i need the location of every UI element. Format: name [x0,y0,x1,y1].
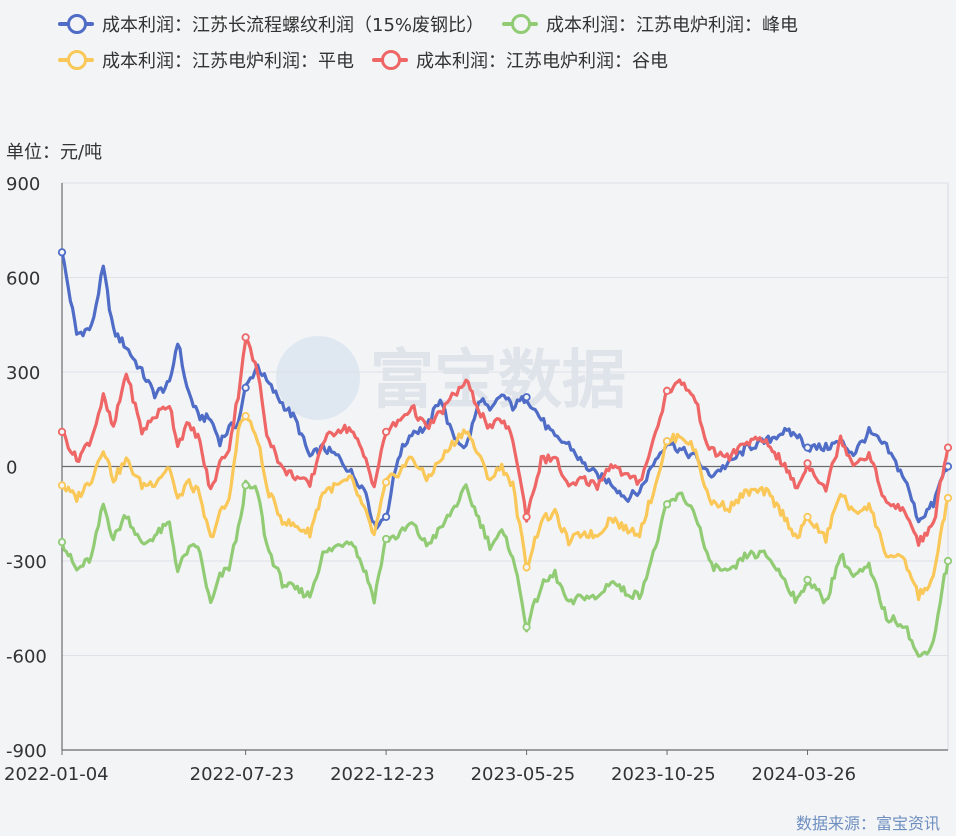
y-tick-label: 900 [6,174,40,195]
legend-marker-valley [372,50,408,70]
unit-label: 单位：元/吨 [6,142,103,163]
legend-row-1: 成本利润：江苏长流程螺纹利润（15%废钢比） 成本利润：江苏电炉利润：峰电 [58,6,938,42]
x-tick-label: 2024-03-26 [752,764,857,785]
axes: -900 -600 -300 0 300 600 900 2022-01-04 2022-07-… [4,174,948,785]
series-point-3 [382,427,391,436]
series-point-0 [382,512,391,522]
series-point-1 [382,534,391,544]
source-label: 数据来源：富宝资讯 [795,814,940,833]
watermark: 富宝数据 [276,336,626,420]
x-tick-label: 2023-05-25 [471,764,576,785]
legend-marker-peak [502,14,539,34]
y-tick-label: -300 [6,552,47,573]
y-tick-label: 300 [6,363,40,384]
x-tick-label: 2022-12-23 [330,764,435,785]
series-point-1 [943,556,953,566]
series-point-0 [241,383,250,392]
series-point-1 [803,575,812,585]
legend-item-long-process[interactable]: 成本利润：江苏长流程螺纹利润（15%废钢比） [58,11,484,37]
legend-item-flat[interactable]: 成本利润：江苏电炉利润：平电 [58,47,354,73]
legend-label-peak: 成本利润：江苏电炉利润：峰电 [546,15,799,36]
series-point-0 [57,248,67,257]
legend-row-2: 成本利润：江苏电炉利润：平电 成本利润：江苏电炉利润：谷电 [58,42,938,78]
series-point-2 [57,481,67,490]
watermark-text: 富宝数据 [370,344,626,418]
series-line-0 [60,250,950,530]
series-point-0 [522,393,531,402]
series-point-3 [241,333,250,342]
series-line-2 [60,416,950,602]
series-point-1 [57,537,67,547]
series-point-2 [943,493,953,503]
series-point-2 [382,478,391,487]
series-point-3 [522,512,531,522]
series-point-1 [662,500,672,509]
legend-marker-long-process [58,14,94,34]
legend-label-flat: 成本利润：江苏电炉利润：平电 [102,51,354,72]
series-point-3 [803,459,812,468]
series [57,248,953,658]
legend-label-long-process: 成本利润：江苏长流程螺纹利润（15%废钢比） [102,15,485,36]
y-tick-label: -600 [6,647,47,668]
chart-legend: 成本利润：江苏长流程螺纹利润（15%废钢比） 成本利润：江苏电炉利润：峰电 成本… [58,6,938,78]
series-point-2 [662,437,672,446]
y-tick-label: 0 [6,458,17,479]
series-point-2 [241,411,250,421]
series-point-2 [522,563,531,572]
x-tick-label: 2022-01-04 [4,764,109,785]
series-point-0 [803,443,812,452]
x-tick-label: 2023-10-25 [611,764,716,785]
watermark-logo [276,336,360,420]
legend-label-valley: 成本利润：江苏电炉利润：谷电 [416,51,668,72]
series-line-1 [60,479,950,658]
series-point-3 [57,427,67,436]
legend-marker-flat [58,50,94,70]
legend-item-peak[interactable]: 成本利润：江苏电炉利润：峰电 [502,11,798,37]
legend-item-valley[interactable]: 成本利润：江苏电炉利润：谷电 [372,47,668,73]
series-point-1 [522,623,531,632]
series-point-2 [803,512,812,522]
x-tick-label: 2022-07-23 [190,764,295,785]
series-point-3 [943,443,953,452]
y-tick-label: 600 [6,269,40,290]
series-line-3 [60,339,950,547]
series-point-3 [662,386,672,395]
y-tick-label: -900 [6,741,47,762]
series-point-1 [241,481,250,490]
